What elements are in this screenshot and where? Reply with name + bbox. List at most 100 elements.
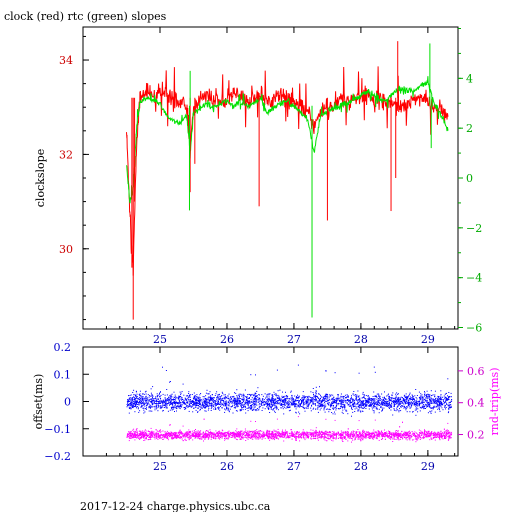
scatter-point	[245, 412, 247, 414]
scatter-point	[372, 396, 374, 397]
scatter-point	[376, 393, 378, 395]
scatter-point	[263, 404, 265, 406]
scatter-point	[191, 435, 192, 437]
scatter-point	[335, 398, 337, 400]
scatter-point	[271, 399, 273, 401]
scatter-point	[250, 408, 252, 410]
scatter-point	[135, 401, 137, 403]
scatter-point	[175, 401, 177, 403]
scatter-point	[143, 436, 144, 437]
scatter-point	[370, 405, 372, 407]
scatter-point	[405, 409, 407, 411]
scatter-point	[398, 439, 400, 441]
scatter-point	[189, 396, 191, 398]
scatter-point	[200, 393, 202, 394]
scatter-point	[252, 435, 254, 436]
y-tick-label: 32	[59, 148, 73, 161]
scatter-point	[448, 433, 450, 435]
scatter-point	[404, 399, 406, 401]
scatter-point	[169, 404, 170, 406]
scatter-point	[291, 398, 293, 400]
scatter-point	[172, 402, 174, 404]
scatter-point	[402, 400, 404, 402]
scatter-point	[320, 433, 322, 435]
scatter-point	[184, 397, 186, 399]
scatter-point	[179, 404, 181, 406]
scatter-point	[399, 397, 401, 399]
scatter-point	[240, 409, 242, 410]
scatter-point	[151, 432, 153, 434]
scatter-point	[396, 399, 398, 401]
scatter-point	[408, 405, 410, 406]
scatter-point	[367, 395, 369, 397]
scatter-point	[139, 395, 141, 397]
scatter-point	[143, 402, 145, 404]
scatter-point	[434, 390, 436, 392]
scatter-point	[227, 395, 229, 397]
scatter-point	[266, 402, 268, 404]
scatter-point	[169, 433, 171, 434]
scatter-point	[170, 406, 172, 408]
scatter-point	[409, 398, 411, 400]
scatter-point	[373, 400, 374, 402]
scatter-point	[306, 402, 307, 404]
scatter-point	[304, 439, 306, 441]
scatter-point	[265, 432, 267, 433]
scatter-point	[200, 407, 202, 409]
scatter-point	[429, 403, 430, 405]
scatter-point	[381, 402, 383, 404]
scatter-point	[414, 409, 416, 411]
scatter-point	[404, 406, 406, 408]
scatter-point	[128, 431, 129, 433]
scatter-point	[328, 396, 330, 398]
scatter-point	[133, 400, 135, 402]
scatter-point	[225, 434, 227, 436]
scatter-point	[215, 403, 217, 405]
scatter-point	[231, 405, 233, 407]
scatter-point	[367, 395, 369, 397]
scatter-point	[357, 400, 358, 402]
scatter-point	[303, 400, 304, 402]
scatter-point	[440, 398, 441, 400]
scatter-point	[343, 398, 345, 400]
scatter-point	[388, 430, 389, 432]
scatter-point	[423, 395, 425, 397]
scatter-point	[430, 402, 432, 404]
scatter-point	[276, 437, 278, 438]
scatter-point	[252, 406, 254, 408]
scatter-point	[193, 403, 195, 405]
scatter-point	[352, 405, 354, 407]
scatter-point	[139, 435, 141, 437]
scatter-point	[129, 403, 131, 405]
scatter-point	[256, 404, 258, 406]
scatter-point	[430, 434, 432, 436]
scatter-point	[324, 394, 326, 396]
scatter-point	[164, 431, 166, 433]
scatter-point	[432, 408, 434, 410]
scatter-point	[287, 395, 289, 397]
scatter-point	[437, 398, 439, 400]
scatter-point	[137, 397, 139, 399]
scatter-point	[426, 406, 428, 408]
scatter-point	[414, 398, 415, 400]
scatter-point	[415, 414, 417, 416]
scatter-point	[209, 433, 211, 435]
scatter-point	[326, 396, 328, 398]
scatter-point	[438, 431, 440, 433]
scatter-point	[378, 412, 380, 414]
scatter-point	[381, 393, 383, 395]
scatter-point	[254, 398, 256, 399]
scatter-point	[430, 411, 432, 413]
scatter-point	[268, 408, 270, 410]
scatter-point	[211, 433, 212, 435]
scatter-point	[389, 435, 391, 437]
scatter-point	[432, 399, 434, 401]
scatter-point	[246, 400, 248, 402]
scatter-point	[332, 406, 334, 408]
scatter-point	[366, 401, 368, 403]
scatter-point	[283, 413, 285, 415]
scatter-point	[278, 400, 280, 402]
scatter-point	[134, 401, 136, 403]
scatter-point	[207, 397, 209, 399]
scatter-point	[278, 399, 280, 400]
